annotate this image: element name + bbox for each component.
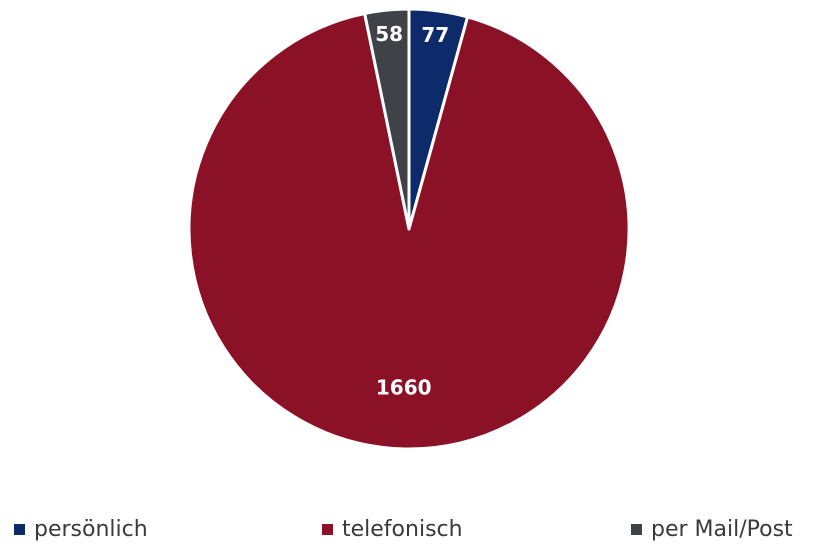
legend-item-per-mail-post[interactable]: per Mail/Post xyxy=(631,512,793,546)
data-label-persönlich: 77 xyxy=(421,23,449,47)
data-label-per-mail-post: 58 xyxy=(375,22,403,46)
legend-item-telefonisch[interactable]: telefonisch xyxy=(322,512,463,546)
pie-slice-telefonisch[interactable] xyxy=(187,12,631,451)
legend: persönlich telefonisch per Mail/Post xyxy=(0,512,819,546)
legend-swatch-per-mail-post xyxy=(631,523,642,535)
pie-slice-per-mail-post[interactable] xyxy=(363,7,411,231)
legend-item-personlich[interactable]: persönlich xyxy=(14,512,148,546)
legend-label-telefonisch: telefonisch xyxy=(342,516,463,542)
data-label-telefonisch: 1660 xyxy=(376,375,432,399)
legend-label-personlich: persönlich xyxy=(34,516,148,542)
legend-swatch-telefonisch xyxy=(322,523,333,535)
legend-swatch-personlich xyxy=(14,523,25,535)
legend-label-per-mail-post: per Mail/Post xyxy=(651,516,793,542)
